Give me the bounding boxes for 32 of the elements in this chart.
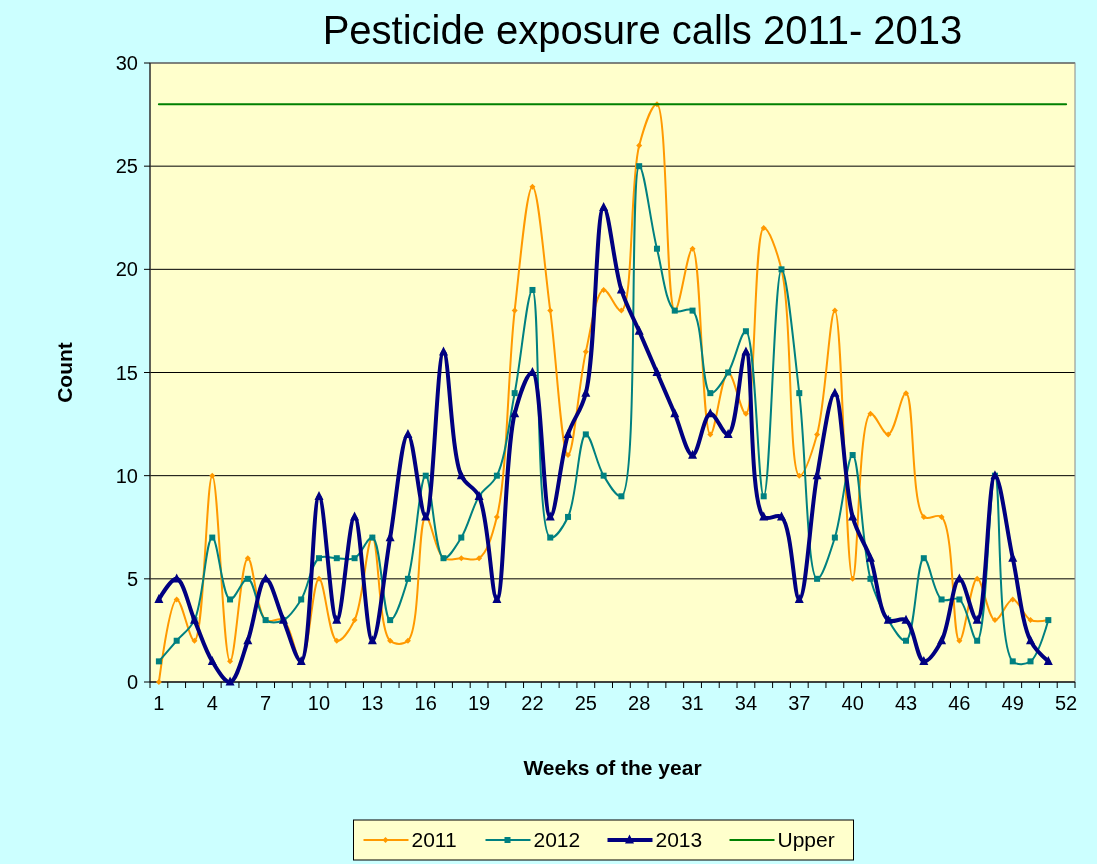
x-tick-label: 7 [260,692,272,714]
x-tick-label: 31 [681,692,704,714]
x-tick-label: 34 [734,692,758,714]
legend-label: 2011 [411,828,457,852]
x-tick-label: 25 [574,692,597,714]
x-tick-label: 19 [467,692,491,714]
x-tick-label: 16 [414,692,437,714]
legend-label: 2012 [533,828,581,852]
y-axis-title: Count [53,342,76,403]
x-tick-label: 43 [894,692,918,714]
y-tick-label: 15 [115,361,138,384]
y-tick-label: 30 [115,52,138,74]
x-tick-label: 13 [361,692,384,714]
x-tick-label: 49 [1001,692,1024,714]
x-tick-label: 40 [841,692,864,714]
x-tick-label: 28 [628,692,651,714]
x-tick-label: 46 [948,692,971,714]
y-tick-label: 10 [115,464,138,487]
chart-title: Pesticide exposure calls 2011- 2013 [322,8,963,52]
y-tick-label: 20 [115,258,138,281]
x-tick-label: 4 [206,692,218,714]
x-axis-title: Weeks of the year [523,756,702,779]
x-tick-label: 22 [521,692,544,714]
y-tick-label: 25 [115,155,138,178]
legend-label: 2013 [655,828,703,852]
y-tick-label: 0 [126,671,138,693]
x-tick-label: 52 [1054,692,1078,714]
x-tick-label: 1 [153,692,165,714]
y-tick-label: 5 [126,567,138,590]
x-tick-label: 37 [788,692,811,714]
legend-label: Upper [777,828,835,852]
x-tick-label: 10 [307,692,331,714]
